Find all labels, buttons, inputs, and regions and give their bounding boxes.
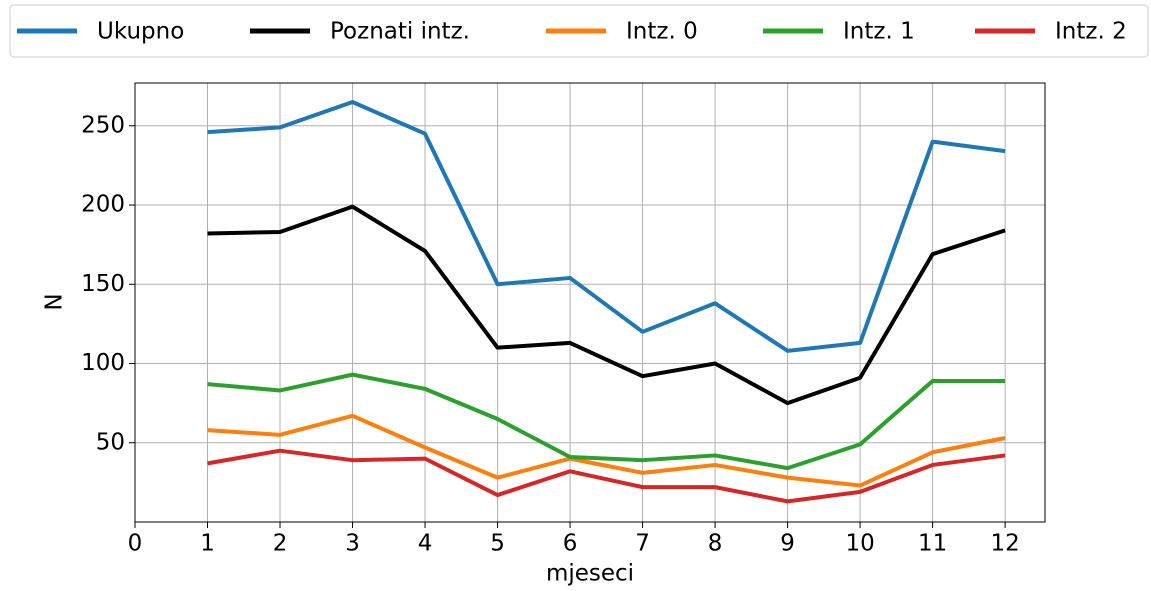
legend-label: Ukupno <box>97 19 184 45</box>
x-tick-label: 4 <box>418 531 433 557</box>
x-tick-label: 12 <box>990 531 1019 557</box>
x-tick-label: 9 <box>780 531 795 557</box>
y-tick-label: 150 <box>81 271 125 297</box>
y-tick-label: 50 <box>96 429 125 455</box>
x-tick-label: 5 <box>490 531 505 557</box>
x-tick-label: 2 <box>273 531 288 557</box>
legend-label: Poznati intz. <box>330 19 470 45</box>
y-axis-label: N <box>42 293 68 310</box>
y-tick-label: 200 <box>81 192 125 218</box>
x-axis-label: mjeseci <box>546 561 634 587</box>
data-line <box>207 100 1006 353</box>
x-tick-label: 10 <box>845 531 874 557</box>
x-tick-label: 8 <box>708 531 723 557</box>
x-tick-label: 7 <box>635 531 650 557</box>
data-line <box>207 204 1006 406</box>
x-tick-label: 0 <box>128 531 143 557</box>
legend-label: Intz. 2 <box>1055 19 1127 45</box>
x-tick-label: 1 <box>200 531 215 557</box>
y-tick-label: 100 <box>81 350 125 376</box>
legend-label: Intz. 1 <box>843 19 915 45</box>
x-tick-label: 6 <box>563 531 578 557</box>
plot-frame <box>134 82 1046 523</box>
legend-label: Intz. 0 <box>626 19 698 45</box>
data-line <box>207 448 1006 504</box>
y-tick-label: 250 <box>81 112 125 138</box>
x-tick-label: 3 <box>345 531 360 557</box>
x-tick-label: 11 <box>918 531 947 557</box>
data-line <box>207 413 1006 488</box>
data-line <box>207 372 1006 471</box>
